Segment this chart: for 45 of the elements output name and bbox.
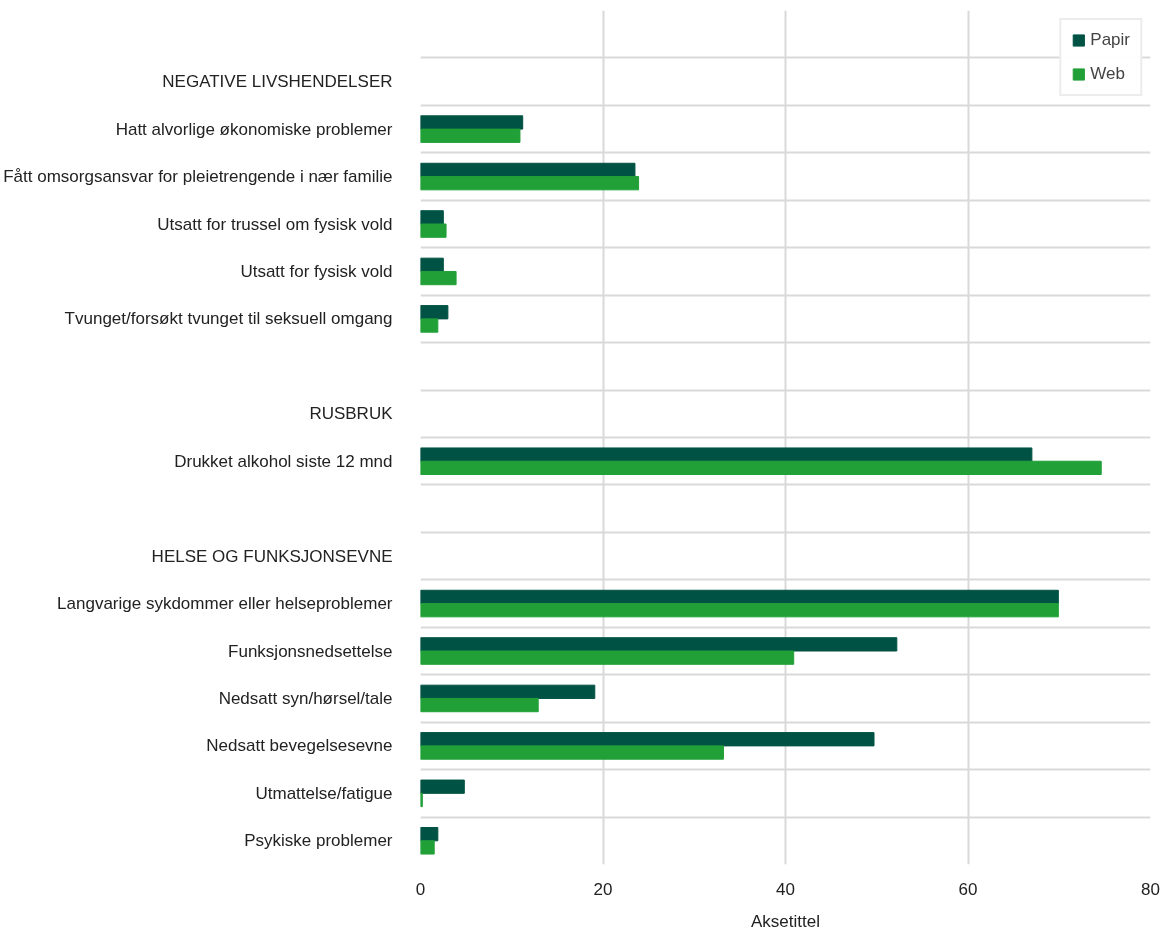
bar	[420, 603, 1059, 618]
bar	[420, 447, 1033, 462]
y-tick-label: Langvarige sykdommer eller helseproblemer	[57, 594, 393, 614]
y-tick-label: Utmattelse/fatigue	[255, 783, 393, 803]
bar	[420, 840, 435, 855]
x-tick-label: 20	[593, 879, 613, 899]
y-tick-label: Psykiske problemer	[244, 831, 393, 851]
y-tick-label: NEGATIVE LIVSHENDELSER	[162, 72, 393, 92]
bar	[420, 305, 449, 320]
bar	[420, 589, 1059, 605]
bar	[420, 162, 636, 178]
bar	[420, 732, 875, 747]
y-tick-label: RUSBRUK	[309, 404, 394, 424]
y-tick-label: Funksjonsnedsettelse	[228, 641, 393, 661]
x-tick-label: 60	[958, 879, 978, 899]
x-tick-label: 40	[776, 879, 795, 899]
bar	[420, 257, 444, 272]
y-tick-label: Utsatt for trussel om fysisk vold	[157, 214, 393, 234]
bar	[420, 650, 795, 665]
bar	[420, 318, 439, 333]
bar	[420, 223, 447, 238]
y-tick-label: Utsatt for fysisk vold	[240, 261, 393, 281]
x-axis-title: Aksetittel	[751, 911, 820, 931]
bar	[420, 460, 1102, 476]
bar	[420, 697, 539, 713]
bar	[420, 637, 898, 652]
bar	[420, 270, 457, 286]
legend-label: Web	[1090, 64, 1125, 84]
bar	[420, 128, 521, 143]
x-tick-label: 80	[1141, 879, 1160, 899]
bar	[420, 210, 444, 225]
y-tick-label: Hatt alvorlige økonomiske problemer	[115, 119, 393, 139]
bar	[420, 745, 724, 760]
y-tick-label: Tvunget/forsøkt tvunget til seksuell omgang	[64, 309, 393, 329]
y-tick-label: HELSE OG FUNKSJONSEVNE	[151, 546, 393, 566]
y-tick-label: Nedsatt bevegelsesevne	[206, 736, 393, 756]
bar	[420, 176, 640, 191]
x-tick-label: 0	[415, 879, 426, 899]
y-tick-label: Fått omsorgsansvar for pleietrengende i nær familie	[3, 167, 393, 187]
y-tick-label: Nedsatt syn/hørsel/tale	[218, 688, 393, 708]
bar	[420, 115, 524, 130]
legend-label: Papir	[1090, 30, 1130, 50]
bar	[420, 684, 596, 699]
y-tick-label: Drukket alkohol siste 12 mnd	[174, 451, 393, 471]
bar	[420, 779, 465, 794]
